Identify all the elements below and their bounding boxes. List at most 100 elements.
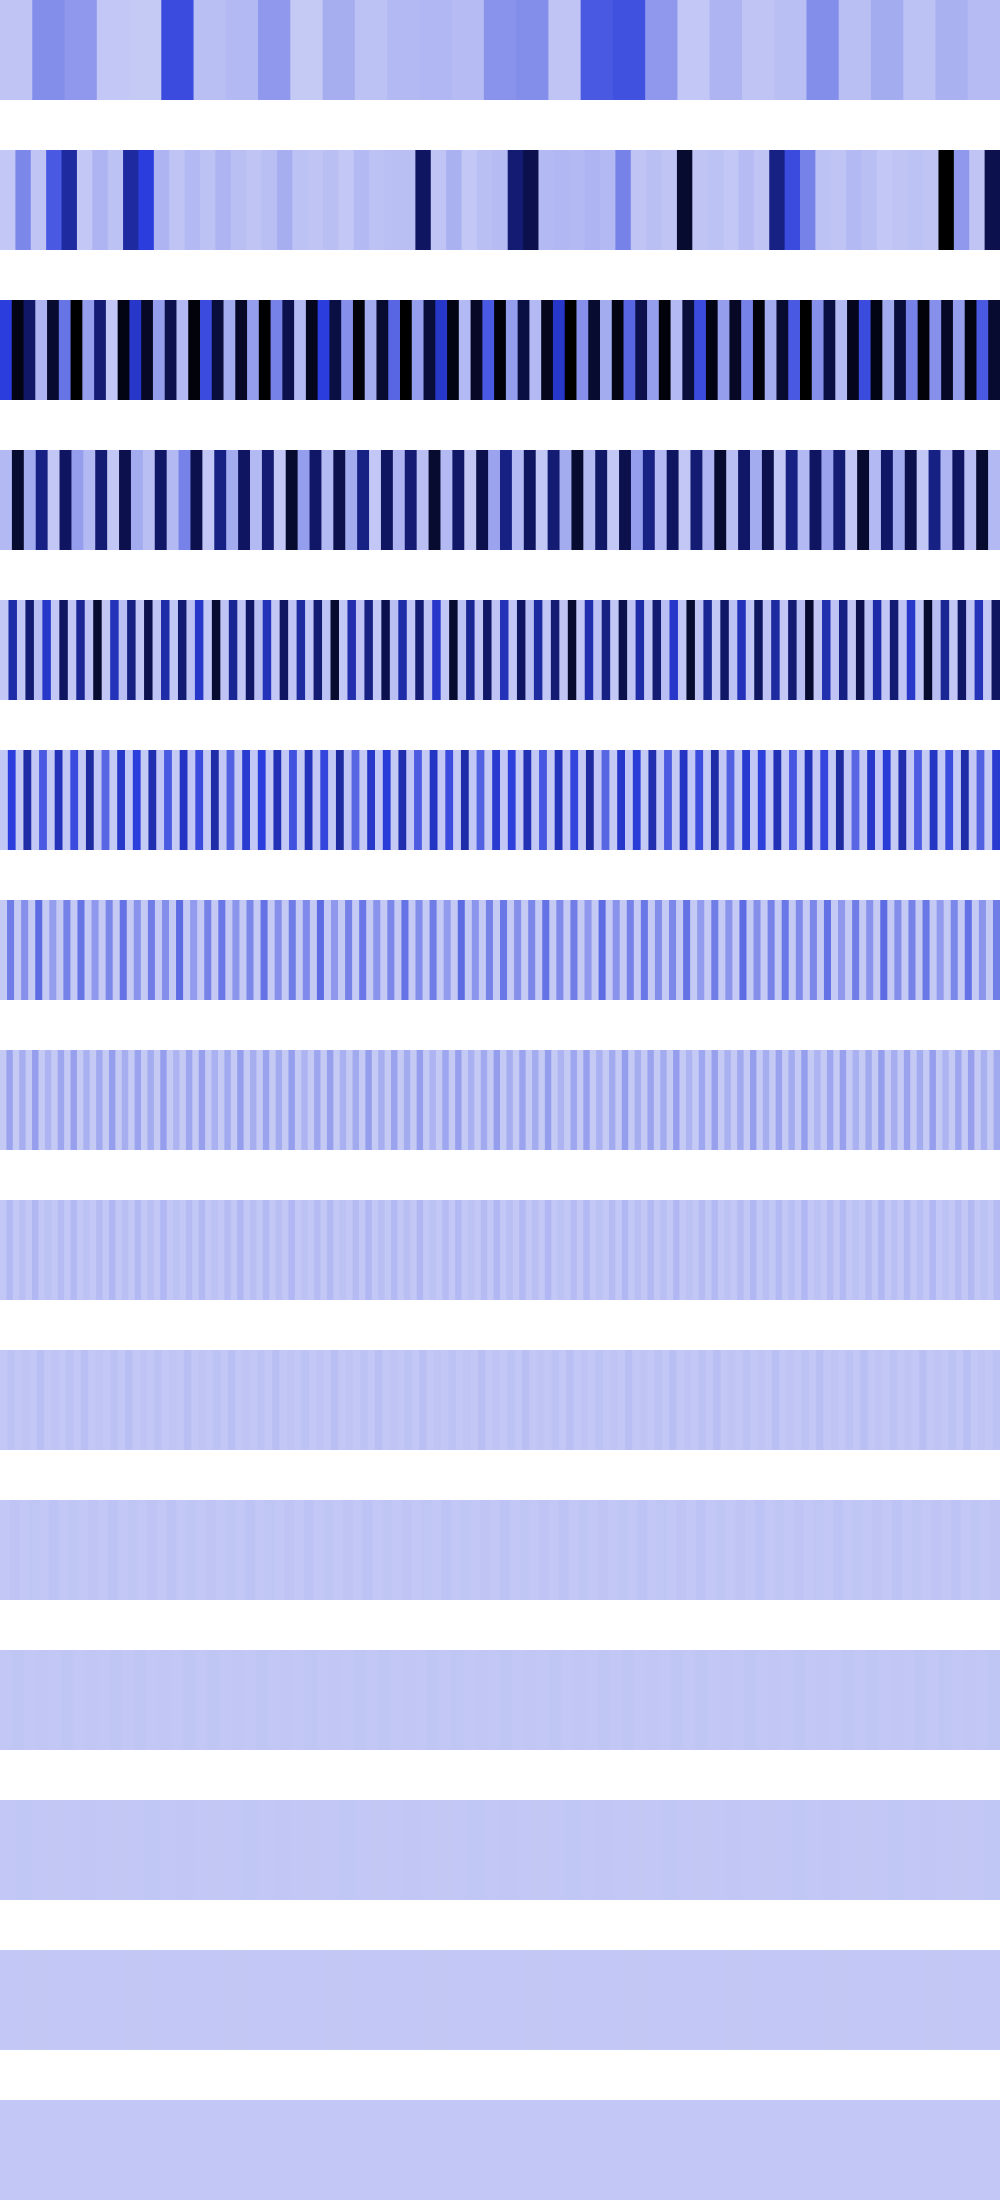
heatmap-cell [939, 1650, 952, 1750]
heatmap-cell [75, 1950, 101, 2050]
heatmap-cell [401, 1500, 413, 1600]
heatmap-cell [830, 900, 839, 1000]
heatmap-cell [807, 1050, 815, 1150]
heatmap-cell [969, 150, 986, 250]
heatmap-cell [129, 300, 142, 400]
heatmap-cell [884, 1200, 892, 1300]
heatmap-cell [414, 1650, 428, 1750]
heatmap-cell [985, 900, 994, 1000]
heatmap-cell [742, 750, 751, 850]
heatmap-cell [296, 750, 306, 850]
heatmap-cell [397, 1200, 405, 1300]
heatmap-cell [466, 600, 476, 700]
heatmap-cell [598, 900, 607, 1000]
heatmap-cell [42, 600, 52, 700]
heatmap-cell [275, 1050, 283, 1150]
heatmap-cell [387, 1800, 404, 1900]
heatmap-cell [253, 900, 262, 1000]
heatmap-cell [830, 150, 847, 250]
heatmap-cell [487, 1200, 495, 1300]
heatmap-cell [309, 450, 323, 550]
heatmap-cell [846, 1200, 854, 1300]
heatmap-cell [290, 0, 324, 100]
heatmap-cell [330, 1350, 339, 1450]
heatmap-cell [179, 750, 189, 850]
heatmap-cell [54, 750, 64, 850]
heatmap-cell [110, 1350, 119, 1450]
heatmap-cell [61, 150, 78, 250]
heatmap-cell [950, 1950, 976, 2050]
heatmap-cell [415, 600, 425, 700]
heatmap-cell [814, 1200, 822, 1300]
heatmap-cell [372, 1500, 383, 1600]
heatmap-cell [588, 1500, 599, 1600]
heatmap-cell [73, 1650, 86, 1750]
heatmap-cell [317, 1650, 330, 1750]
heatmap-cell [702, 450, 715, 550]
heatmap-cell [784, 1500, 795, 1600]
heatmap-cell [480, 1200, 488, 1300]
heatmap-cell [358, 1200, 366, 1300]
heatmap-cell [33, 600, 43, 700]
heatmap-cell [401, 900, 410, 1000]
heatmap-cell [285, 450, 299, 550]
heatmap-cell [109, 750, 118, 850]
heatmap-cell [333, 1500, 344, 1600]
heatmap-cell [596, 1050, 604, 1150]
heatmap-cell [993, 1050, 1000, 1150]
heatmap-cell [529, 1350, 538, 1450]
heatmap-cell [705, 300, 719, 400]
heatmap-cell [11, 450, 25, 550]
heatmap-cell [846, 1050, 854, 1150]
heatmap-cell [302, 900, 311, 1000]
heatmap-cell [532, 1050, 540, 1150]
heatmap-cell [161, 1350, 170, 1450]
heatmap-cell [500, 600, 510, 700]
heatmap-cell [158, 1650, 172, 1750]
heatmap-cell [661, 1350, 670, 1450]
heatmap-cell [343, 750, 353, 850]
heatmap-cell [529, 300, 542, 400]
heatmap-cell [345, 450, 358, 550]
heatmap-cell [130, 450, 144, 550]
heatmap-cell [500, 1350, 508, 1450]
heatmap-cell [262, 600, 272, 700]
heatmap-cell [15, 750, 25, 850]
heatmap-cell [820, 750, 829, 850]
heatmap-cell [243, 1200, 251, 1300]
heatmap-cell [225, 1800, 243, 1900]
heatmap-cell [7, 750, 17, 850]
heatmap-cell [452, 450, 465, 550]
heatmap-cell [961, 1050, 969, 1150]
heatmap-cell [610, 1350, 619, 1450]
heatmap-cell [549, 900, 557, 1000]
heatmap-cell [416, 1050, 424, 1150]
heatmap-cell [738, 150, 755, 250]
heatmap-cell [718, 750, 728, 850]
heatmap-cell [796, 600, 806, 700]
heatmap-cell [500, 450, 513, 550]
heatmap-cell [105, 300, 119, 400]
heatmap-cell [767, 900, 776, 1000]
heatmap-cell [612, 0, 646, 100]
heatmap-cell [196, 1500, 207, 1600]
heatmap-cell [354, 0, 388, 100]
heatmap-cell [135, 600, 145, 700]
heatmap-cell [487, 1650, 501, 1750]
heatmap-cell [141, 1050, 149, 1150]
heatmap-cell [16, 600, 27, 700]
heatmap-cell [101, 600, 111, 700]
heatmap-cell [991, 600, 1000, 700]
heatmap-cell [211, 300, 225, 400]
heatmap-cell [666, 1050, 674, 1150]
heatmap-cell [512, 1200, 520, 1300]
heatmap-cell [256, 1050, 264, 1150]
heatmap-cell [410, 1050, 418, 1150]
heatmap-cell [73, 1350, 82, 1450]
heatmap-cell [0, 750, 9, 850]
heatmap-cell [313, 600, 323, 700]
heatmap-cell [707, 1650, 721, 1750]
heatmap-cell [261, 150, 278, 250]
heatmap-cell [269, 1050, 277, 1150]
heatmap-cell [19, 1500, 31, 1600]
